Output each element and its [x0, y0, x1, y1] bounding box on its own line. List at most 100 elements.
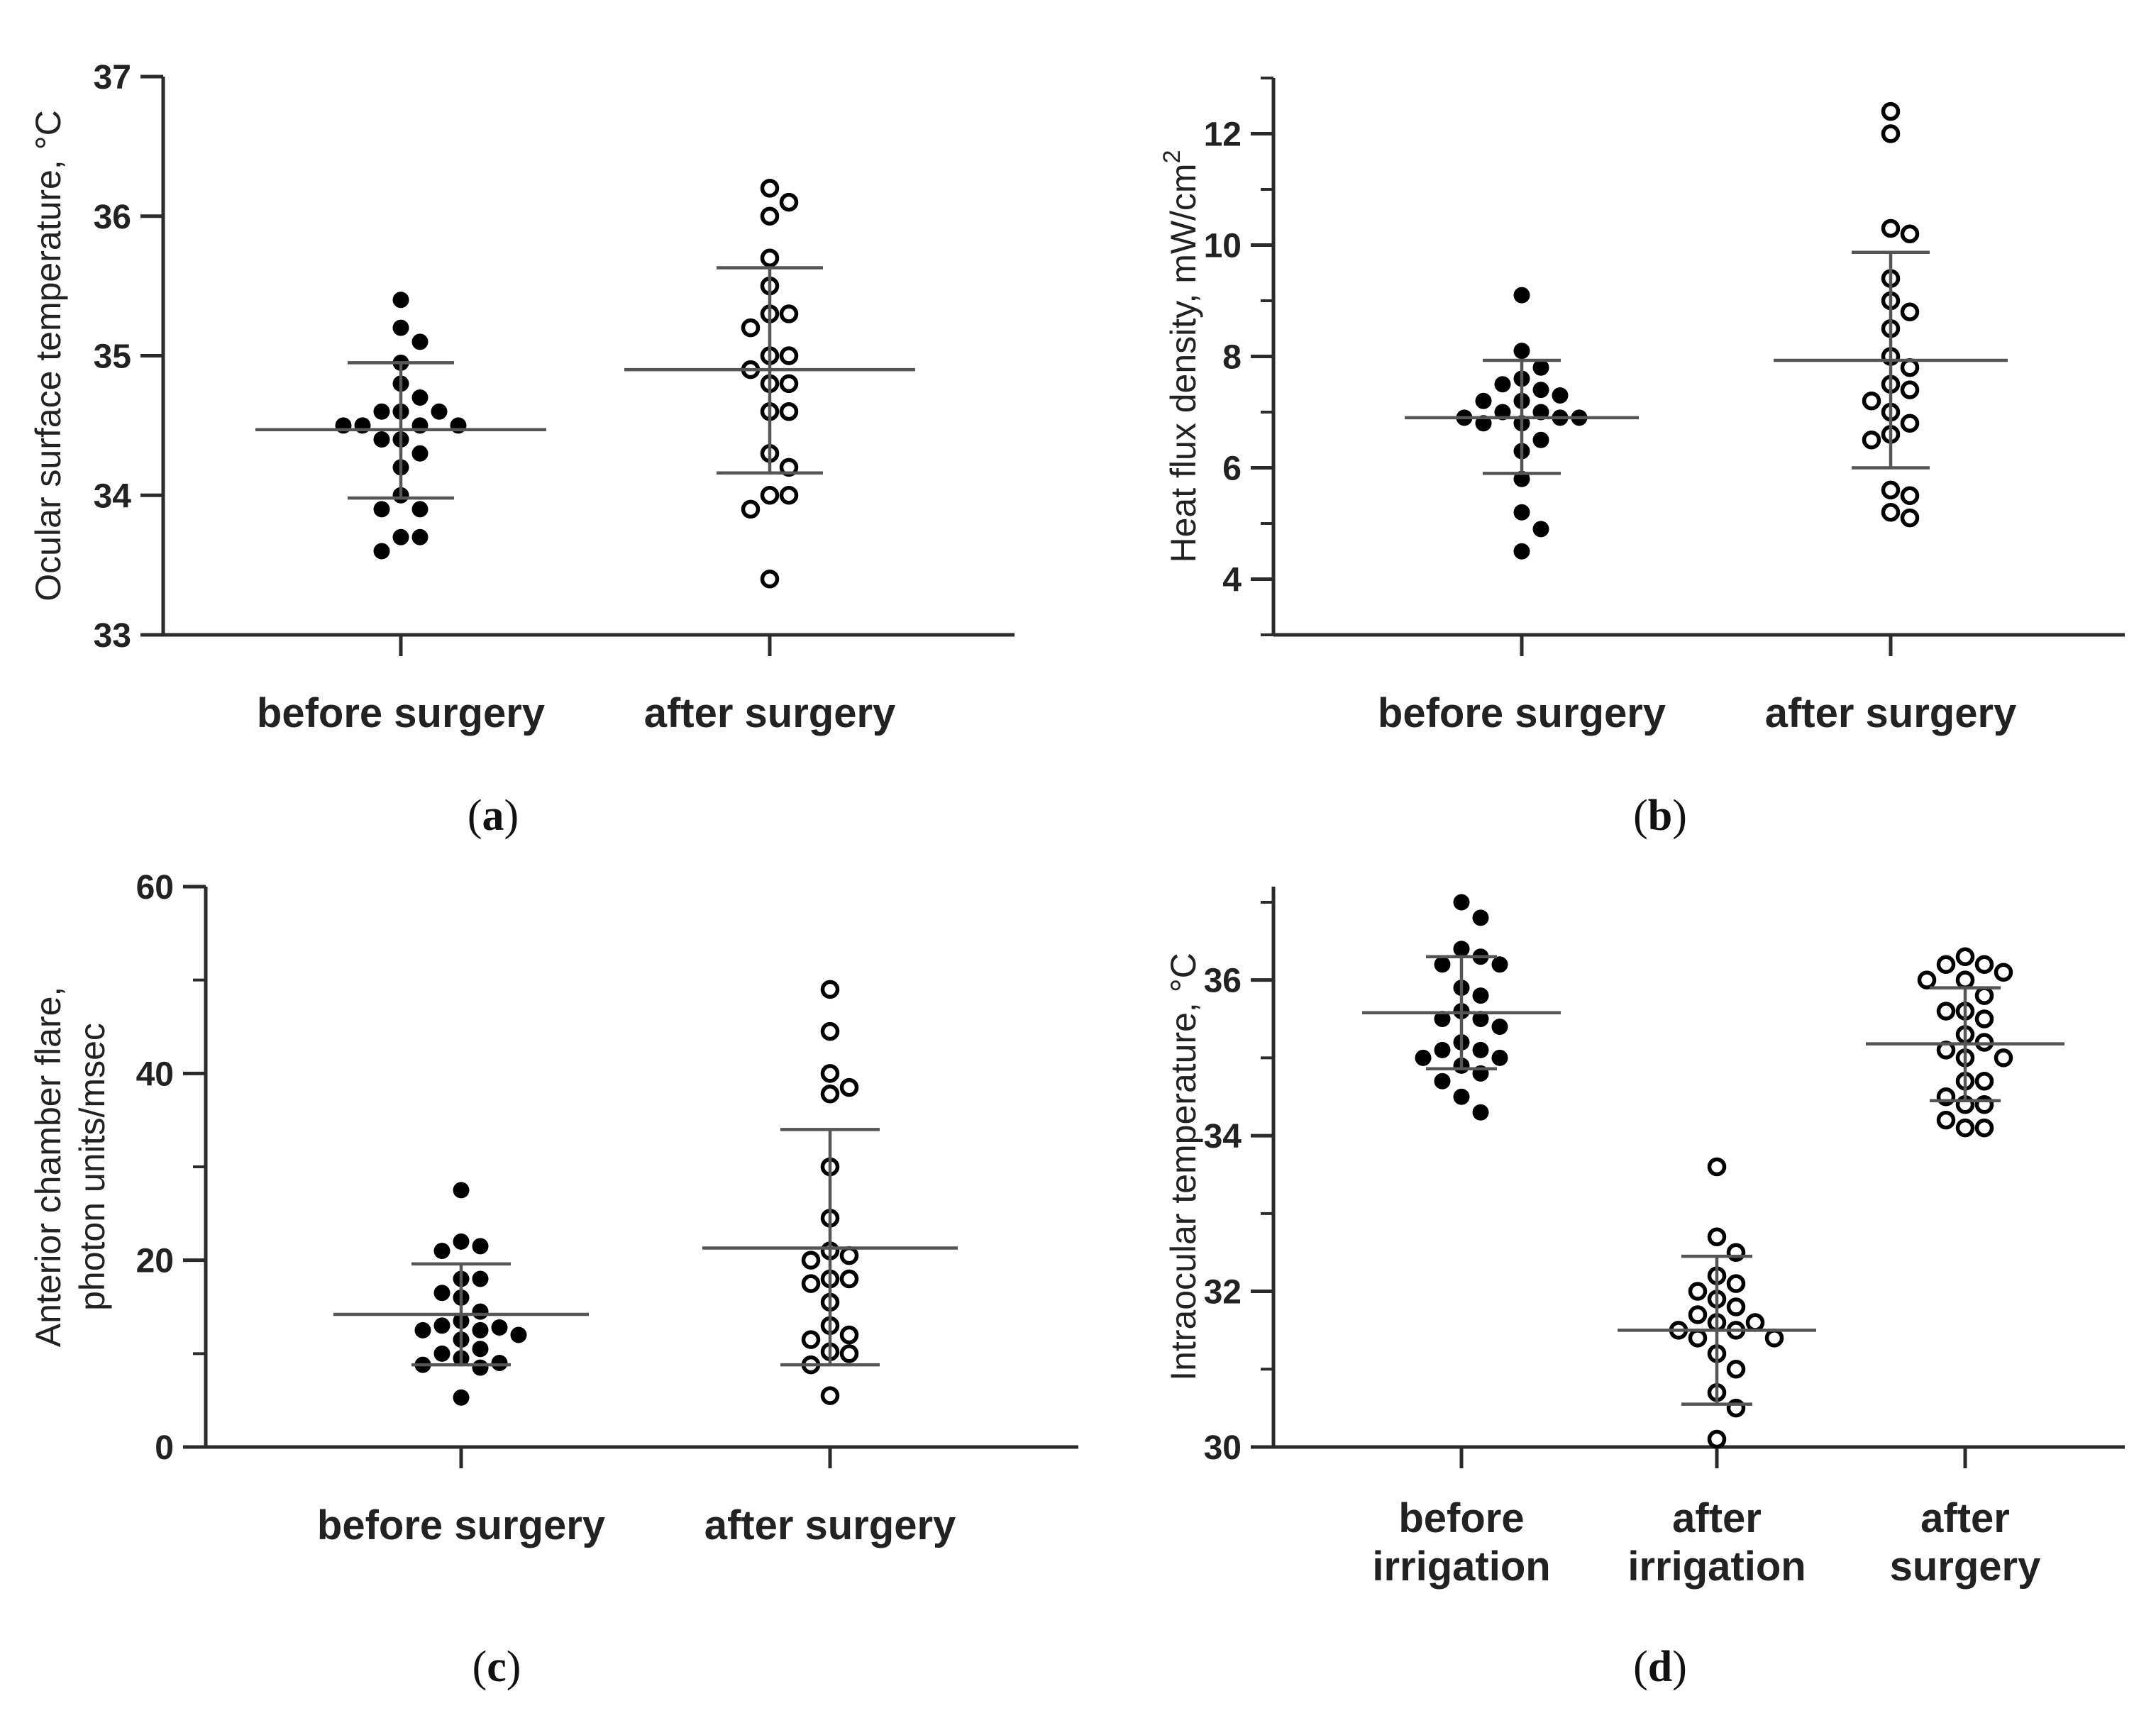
data-point [741, 318, 761, 338]
data-point [453, 1182, 470, 1199]
data-point [760, 248, 780, 268]
y-axis-title: Anterior chamber flare, photon units/msec [28, 987, 112, 1348]
y-tick-label: 8 [1222, 339, 1242, 377]
data-point [1974, 986, 1994, 1005]
data-point [1881, 503, 1901, 522]
data-point [411, 528, 429, 545]
data-point [510, 1326, 527, 1343]
data-point [1513, 504, 1530, 521]
data-point [1900, 224, 1920, 244]
data-point [373, 501, 390, 518]
y-tick-label: 33 [94, 617, 131, 655]
x-category-label: after surgery [1890, 1495, 2041, 1590]
y-tick-label: 12 [1204, 116, 1242, 154]
data-point [801, 1251, 821, 1270]
data-point [839, 1269, 859, 1289]
data-point [1764, 1329, 1784, 1348]
data-point [1472, 909, 1489, 926]
data-point [1900, 414, 1920, 433]
data-point [472, 1270, 489, 1287]
panel-label: (b) [1633, 792, 1687, 840]
data-point [760, 179, 780, 198]
data-point [411, 445, 429, 462]
y-axis-title: Ocular surface temperature, °C [28, 110, 68, 601]
x-category-label: after surgery [704, 1502, 956, 1548]
data-point [431, 403, 448, 420]
data-point [433, 1285, 450, 1302]
data-point [1974, 1009, 1994, 1029]
data-point [433, 1345, 450, 1362]
data-point [1434, 1041, 1451, 1058]
y-tick-label: 37 [94, 59, 131, 96]
y-tick-label: 40 [136, 1055, 174, 1093]
data-point [1726, 1360, 1746, 1379]
data-point [411, 389, 429, 406]
data-point [1917, 970, 1937, 989]
data-point [779, 486, 799, 505]
data-point [373, 543, 390, 560]
y-axis-title: Heat flux density, mW/cm2 [1159, 150, 1203, 562]
data-point [1434, 1011, 1451, 1028]
data-point [820, 1064, 840, 1083]
x-category-label: after irrigation [1627, 1495, 1806, 1590]
y-tick-label: 0 [155, 1429, 174, 1467]
data-point [453, 1389, 470, 1406]
data-point [1745, 1313, 1765, 1332]
data-point [1532, 382, 1549, 399]
data-point [801, 1330, 821, 1349]
data-point [1862, 392, 1881, 411]
data-point [1881, 124, 1901, 143]
data-point [1974, 955, 1994, 974]
y-tick-label: 10 [1204, 228, 1242, 265]
data-point [1415, 1049, 1432, 1066]
data-point [1862, 431, 1881, 450]
data-point [1881, 218, 1901, 238]
data-point [1881, 480, 1901, 500]
data-point [1491, 1049, 1508, 1066]
data-point [1881, 101, 1901, 121]
data-point [779, 346, 799, 365]
data-point [1900, 486, 1920, 505]
data-point [373, 431, 390, 448]
y-tick-label: 32 [1204, 1274, 1242, 1312]
data-point [1453, 941, 1470, 958]
data-point [1726, 1274, 1746, 1293]
data-point [392, 528, 409, 545]
data-point [1707, 1157, 1727, 1177]
panel-label: (d) [1633, 1643, 1687, 1691]
panel-a: 33 34 35 36 37 before surgery after surgery Ocu… [28, 59, 1015, 840]
x-category-label: after surgery [1765, 690, 2017, 736]
y-tick-label: 4 [1222, 562, 1242, 599]
data-point [1532, 431, 1549, 448]
data-point [1688, 1282, 1708, 1301]
data-point [820, 1021, 840, 1041]
data-point [1955, 1118, 1975, 1138]
x-category-label: before surgery [257, 690, 545, 736]
data-point [839, 1246, 859, 1265]
data-point [472, 1321, 489, 1338]
y-tick-label: 60 [136, 869, 174, 907]
data-point [1974, 1072, 1994, 1091]
data-point [760, 486, 780, 505]
data-point [491, 1355, 508, 1371]
x-category-label: before surgery [1378, 690, 1666, 736]
data-point [472, 1303, 489, 1320]
data-point [1974, 1118, 1994, 1138]
y-axis-title: Intraocular temperature, °C [1163, 953, 1203, 1381]
data-point [1900, 508, 1920, 528]
data-point [411, 333, 429, 350]
data-point [760, 570, 780, 589]
data-point [1707, 1227, 1727, 1246]
x-category-label: before irrigation [1372, 1495, 1550, 1590]
data-point [741, 499, 761, 519]
data-point [1453, 894, 1470, 911]
data-point [1900, 357, 1920, 377]
data-point [1936, 1002, 1956, 1021]
data-point [1955, 970, 1975, 989]
data-point [1513, 287, 1530, 304]
data-point [1936, 955, 1956, 974]
data-point [779, 374, 799, 394]
data-point [1494, 376, 1511, 393]
data-point [472, 1359, 489, 1376]
data-point [472, 1238, 489, 1255]
